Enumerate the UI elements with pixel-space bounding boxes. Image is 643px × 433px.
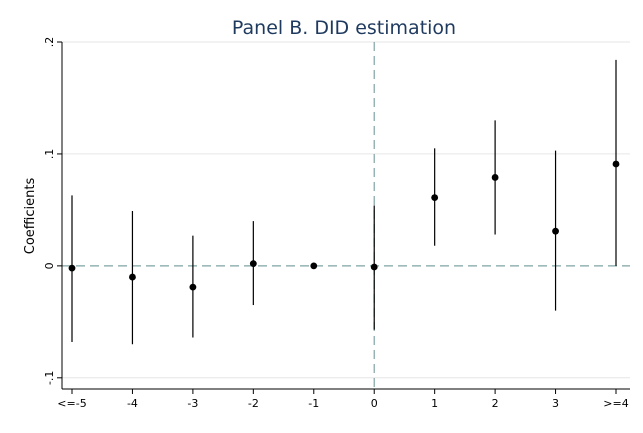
x-tick-label: <=-5 (57, 397, 86, 410)
estimate-point (249, 260, 257, 268)
y-tick-label: 0 (43, 262, 56, 269)
x-tick-label: -1 (308, 397, 319, 410)
y-tick-label: .2 (43, 37, 56, 48)
x-tick-label: >=4 (603, 397, 628, 410)
estimate-point (129, 273, 136, 281)
estimate-point (431, 194, 439, 201)
x-tick-label: 1 (431, 397, 438, 410)
x-tick-label: -4 (127, 397, 138, 410)
x-tick-label: 3 (552, 397, 559, 410)
estimate-point (612, 160, 620, 168)
estimate-point (189, 283, 197, 291)
y-tick-label: -.1 (43, 371, 56, 385)
axes: .2 .1 0 -.1<=-5 -4 -3 -2 -1 0 1 2 3 >=4 (43, 37, 630, 410)
x-tick-label: 0 (371, 397, 378, 410)
x-tick-label: 2 (492, 397, 499, 410)
x-tick-label: -2 (248, 397, 259, 410)
data-marks (68, 59, 620, 345)
chart-title: Panel B. DID estimation (232, 17, 456, 39)
y-tick-label: .1 (43, 149, 56, 160)
x-tick-label: -3 (187, 397, 198, 410)
estimate-point (68, 264, 76, 272)
reference-lines (62, 42, 630, 389)
estimate-point (491, 174, 499, 181)
estimate-point (310, 262, 318, 270)
y-axis-label: Coefficients (23, 178, 38, 255)
estimate-point (370, 263, 378, 271)
estimate-point (552, 227, 559, 235)
grid-layer (62, 41, 630, 379)
